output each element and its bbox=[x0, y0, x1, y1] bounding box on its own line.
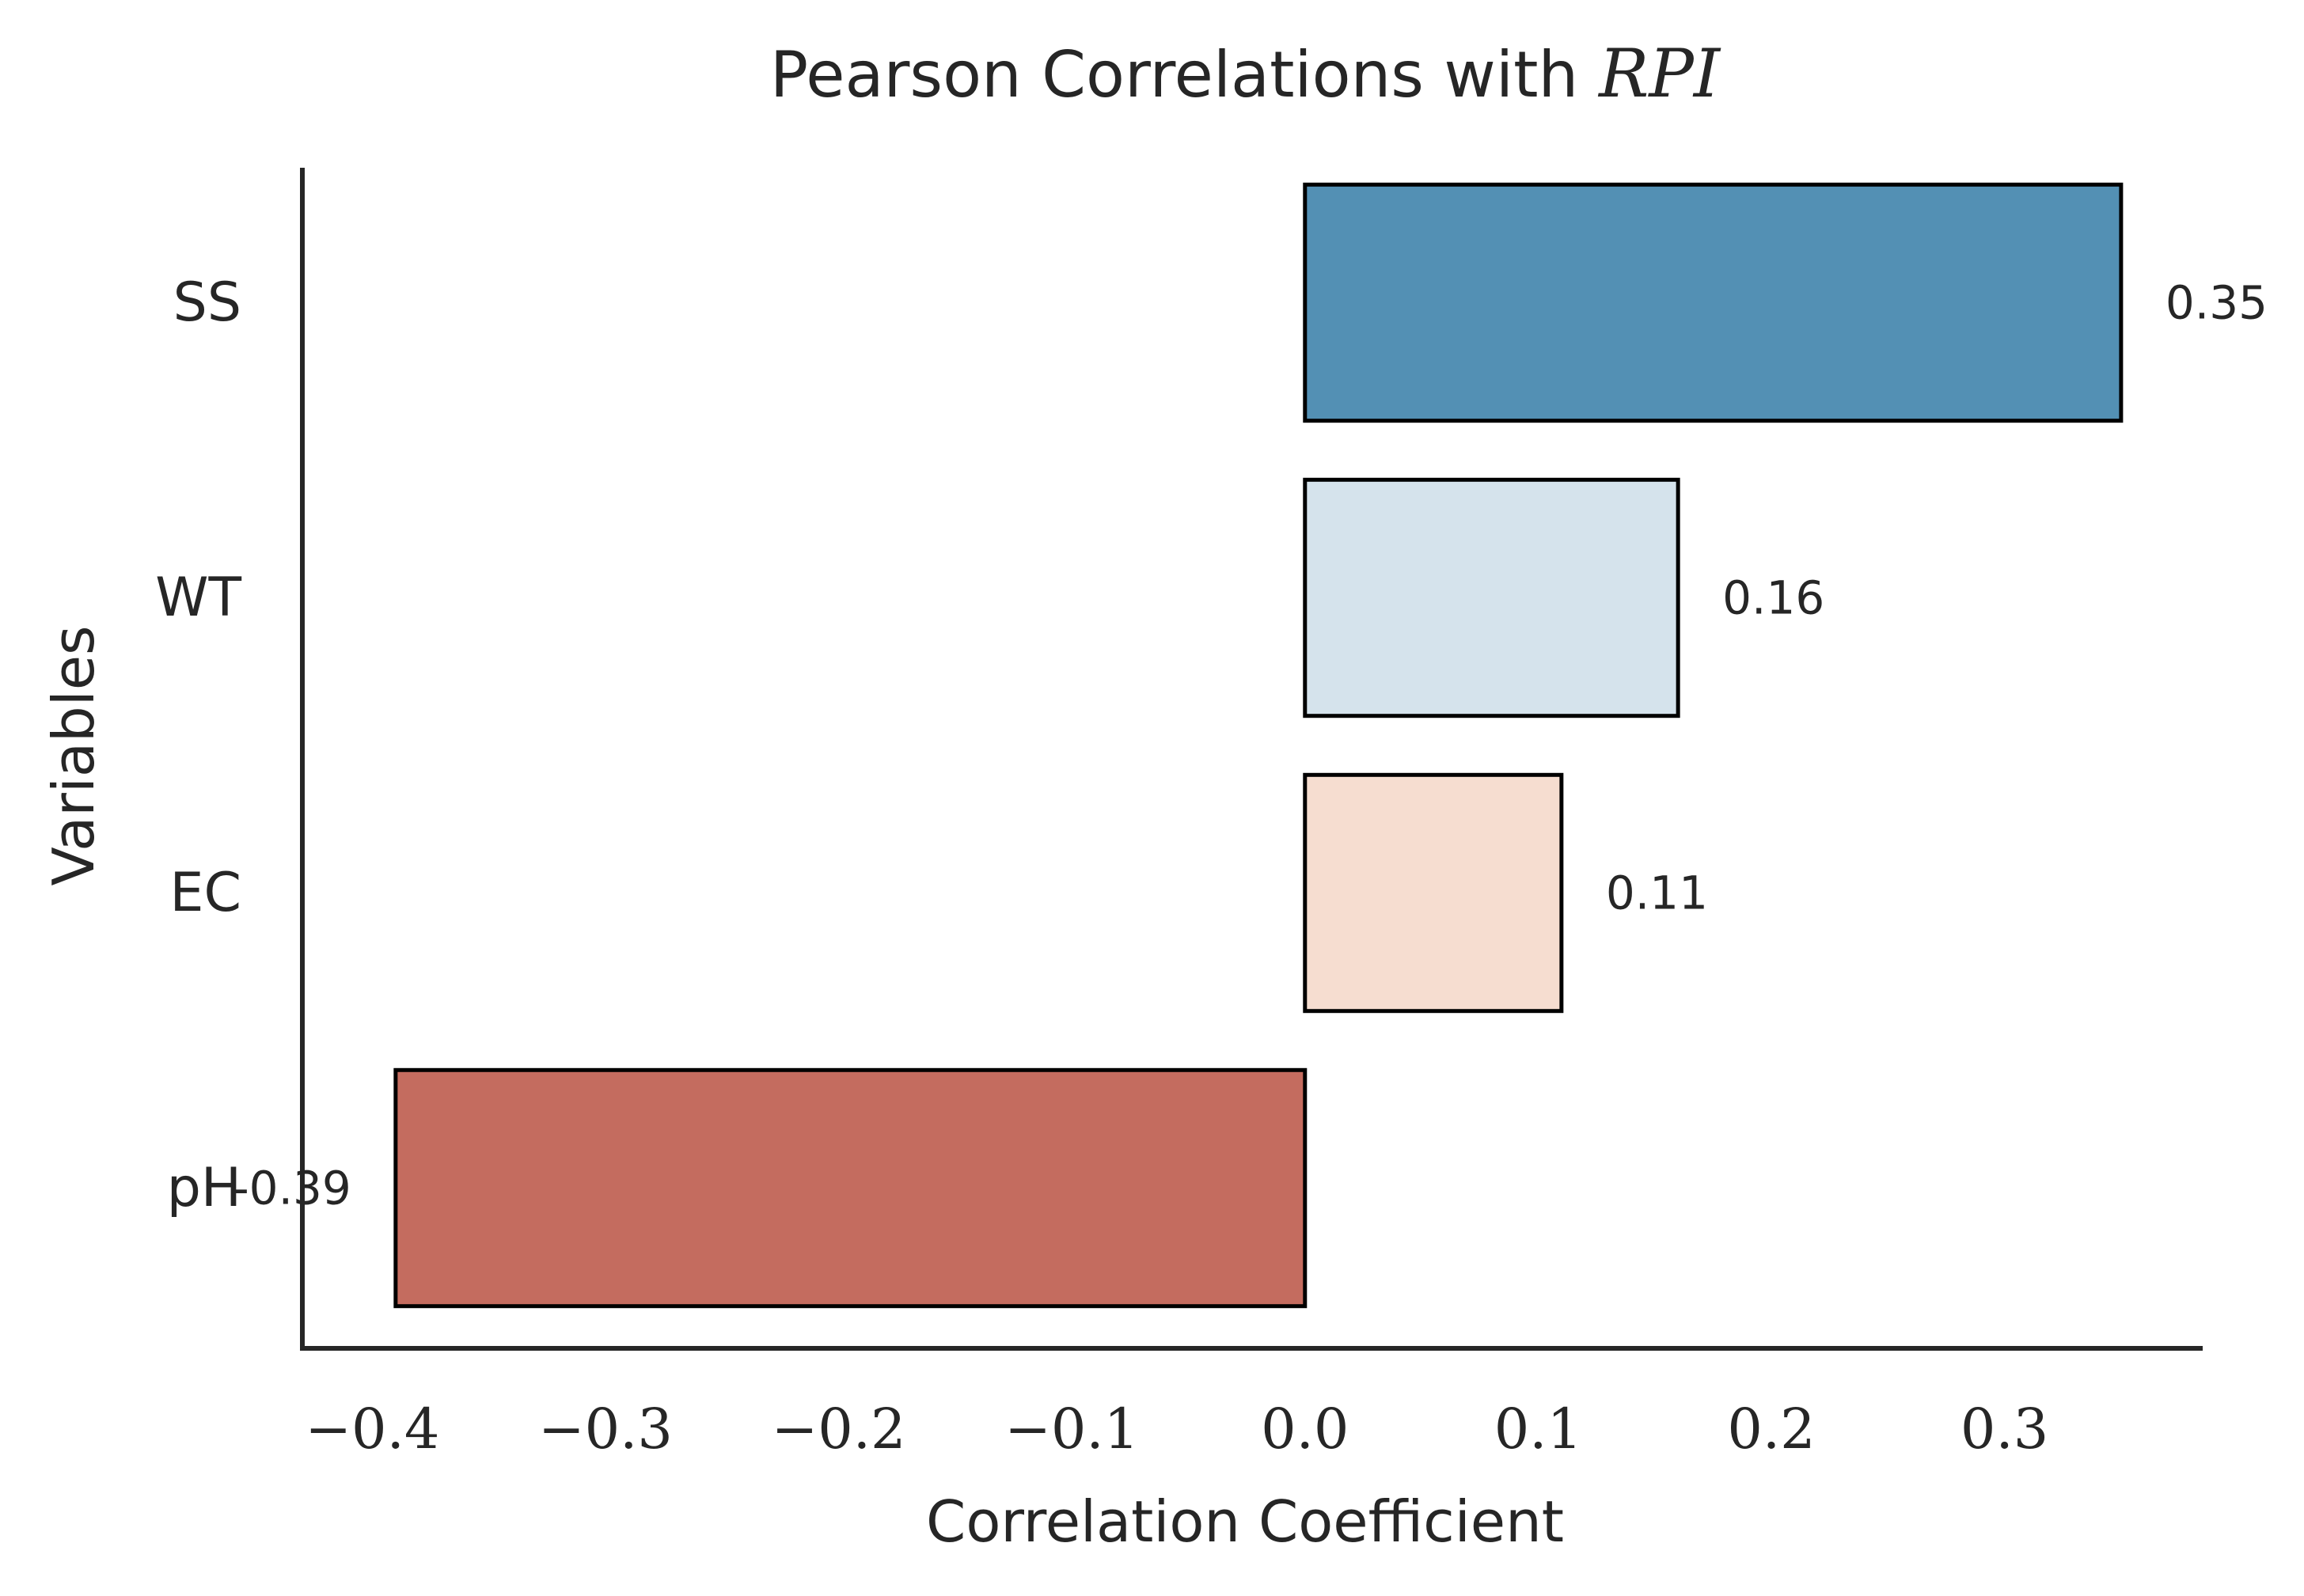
y-axis-label: Variables bbox=[40, 625, 107, 885]
x-tick-label: −0.1 bbox=[1004, 1397, 1139, 1461]
value-label-ph: -0.39 bbox=[233, 1162, 351, 1215]
value-label-ss: 0.35 bbox=[2165, 276, 2268, 330]
xtick-labels-layer: −0.4 −0.3 −0.2 −0.1 0.0 0.1 0.2 0.3 bbox=[305, 1397, 2048, 1461]
value-labels-layer: 0.35 0.16 0.11 -0.39 bbox=[233, 276, 2268, 1215]
x-tick-label: 0.0 bbox=[1261, 1397, 1349, 1461]
x-tick-label: 0.1 bbox=[1494, 1397, 1582, 1461]
chart-title-math: RPI bbox=[1597, 35, 1721, 112]
category-label-ss: SS bbox=[173, 271, 241, 334]
chart-title: Pearson Correlations with RPI bbox=[770, 35, 1721, 112]
x-tick-label: 0.2 bbox=[1727, 1397, 1815, 1461]
bar-ph bbox=[393, 1067, 1308, 1309]
category-label-ec: EC bbox=[170, 862, 241, 924]
value-label-ec: 0.11 bbox=[1606, 866, 1708, 920]
x-tick-label: −0.4 bbox=[305, 1397, 439, 1461]
category-labels-layer: SS WT EC pH bbox=[155, 271, 241, 1219]
bars-layer bbox=[393, 182, 2124, 1309]
value-label-wt: 0.16 bbox=[1722, 571, 1824, 625]
category-label-wt: WT bbox=[155, 567, 241, 629]
x-tick-label: 0.3 bbox=[1960, 1397, 2048, 1461]
category-label-ph: pH bbox=[167, 1157, 241, 1219]
axes-layer bbox=[300, 168, 2203, 1351]
bar-ss bbox=[1303, 182, 2124, 423]
x-tick-label: −0.2 bbox=[772, 1397, 906, 1461]
x-axis-label: Correlation Coefficient bbox=[926, 1488, 1564, 1555]
bar-ec bbox=[1303, 772, 1564, 1014]
chart-title-text: Pearson Correlations with bbox=[770, 38, 1578, 112]
x-tick-label: −0.3 bbox=[538, 1397, 673, 1461]
bar-wt bbox=[1303, 477, 1680, 718]
